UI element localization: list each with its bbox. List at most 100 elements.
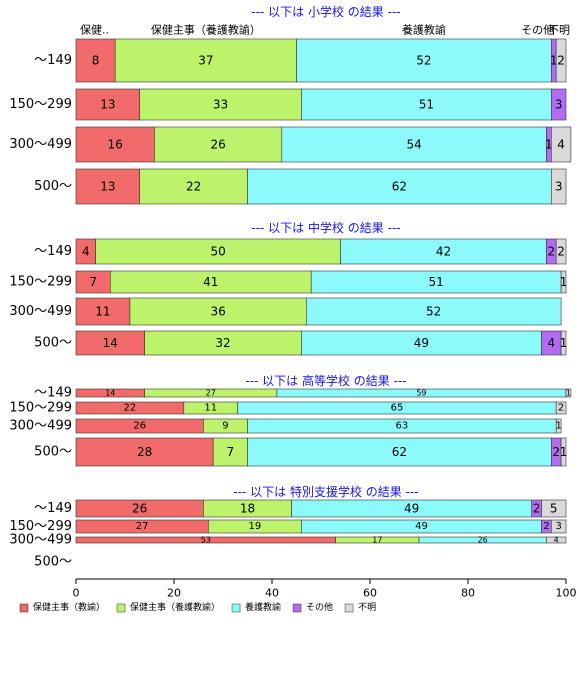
legend-swatch-2 (231, 603, 241, 613)
x-tick-label-1: 20 (167, 587, 181, 600)
data-label-1-0-4: 2 (557, 245, 565, 259)
data-label-3-1-3: 2 (543, 521, 549, 532)
data-label-3-1-1: 19 (248, 521, 261, 532)
category-label-3-2: 300〜499 (9, 533, 72, 548)
panel-title-2: --- 以下は 高等学校 の結果 --- (245, 373, 406, 388)
data-label-1-1-0: 7 (89, 275, 97, 289)
data-label-1-0-2: 42 (436, 245, 451, 259)
data-label-1-3-2: 49 (414, 336, 429, 350)
bar-segment-2-1-4 (555, 401, 567, 415)
bar-segment-3-2-4 (546, 536, 567, 544)
column-header-4: 不明 (548, 24, 570, 37)
category-label-3-0: 〜149 (34, 501, 72, 516)
bar-segment-0-1-3 (550, 88, 567, 121)
data-label-2-0-0: 14 (105, 389, 115, 398)
data-label-0-0-1: 37 (198, 54, 213, 68)
data-label-2-3-1: 7 (227, 445, 235, 459)
bar-segment-1-2-0 (75, 297, 131, 326)
data-label-0-1-0: 13 (100, 98, 115, 112)
bar-segment-0-3-4 (550, 168, 567, 205)
data-label-3-1-2: 49 (415, 521, 428, 532)
data-label-3-0-2: 49 (404, 502, 419, 516)
legend-swatch-3 (292, 603, 302, 613)
data-label-2-3-2: 62 (392, 445, 407, 459)
data-label-1-3-0: 14 (103, 336, 118, 350)
panel-title-0: --- 以下は 小学校 の結果 --- (251, 4, 400, 19)
column-header-1: 保健主事（養護教諭） (151, 23, 261, 37)
data-label-1-0-3: 2 (547, 245, 555, 259)
panel-title-1: --- 以下は 中学校 の結果 --- (251, 220, 400, 235)
x-tick-label-0: 0 (73, 587, 80, 600)
data-label-2-3-0: 28 (137, 445, 152, 459)
data-label-0-3-0: 13 (100, 180, 115, 194)
data-label-1-2-1: 36 (210, 305, 225, 319)
data-label-0-1-2: 51 (419, 98, 434, 112)
data-label-3-2-2: 26 (478, 536, 488, 545)
data-label-1-2-0: 11 (95, 305, 110, 319)
category-label-3-1: 150〜299 (9, 519, 72, 534)
bar-segment-1-2-2 (305, 297, 562, 326)
bar-segment-1-3-0 (75, 330, 145, 356)
category-label-2-3: 500〜 (34, 445, 72, 460)
bar-segment-2-3-4 (560, 437, 567, 467)
data-label-3-0-0: 26 (132, 502, 147, 516)
x-tick-label-3: 60 (363, 587, 377, 600)
data-label-3-0-3: 2 (533, 502, 541, 516)
bar-segment-2-3-1 (212, 437, 248, 467)
bar-segment-0-3-0 (75, 168, 141, 205)
bar-segment-3-1-4 (550, 519, 567, 534)
category-label-1-2: 300〜499 (9, 304, 72, 319)
column-header-3: その他 (521, 24, 554, 37)
bar-segment-1-0-1 (95, 238, 341, 265)
bar-segment-1-3-4 (560, 330, 567, 356)
data-label-2-0-2: 59 (416, 389, 426, 398)
data-label-1-3-3: 4 (547, 336, 555, 350)
bar-segment-0-1-1 (139, 88, 302, 121)
data-label-0-1-3: 3 (555, 98, 563, 112)
data-label-0-0-0: 8 (92, 54, 100, 68)
bar-segment-0-2-1 (154, 126, 283, 163)
bar-segment-1-3-1 (144, 330, 302, 356)
data-label-0-3-1: 22 (186, 180, 201, 194)
data-label-1-2-2: 52 (426, 305, 441, 319)
legend-swatch-1 (116, 603, 126, 613)
data-label-2-1-0: 22 (124, 403, 137, 414)
data-label-0-3-4: 3 (555, 180, 563, 194)
category-label-3-3: 500〜 (34, 555, 72, 570)
data-label-2-1-1: 11 (204, 403, 217, 414)
data-label-0-3-2: 62 (392, 180, 407, 194)
data-label-0-2-1: 26 (210, 138, 225, 152)
category-label-0-0: 〜149 (34, 53, 72, 68)
data-label-3-2-4: 4 (554, 536, 559, 545)
data-label-3-2-1: 17 (372, 536, 382, 545)
data-label-2-1-2: 65 (391, 403, 404, 414)
column-header-0: 保健.. (80, 23, 109, 37)
bar-segment-0-2-2 (281, 126, 547, 163)
data-label-1-1-4: 1 (560, 275, 568, 289)
data-label-0-2-2: 54 (406, 138, 421, 152)
x-tick-label-2: 40 (265, 587, 279, 600)
legend-label-3: その他 (306, 601, 333, 613)
data-label-0-1-1: 33 (213, 98, 228, 112)
category-label-0-3: 500〜 (34, 179, 72, 194)
legend-label-2: 養護教諭 (245, 601, 281, 613)
data-label-1-1-1: 41 (203, 275, 218, 289)
bar-segment-0-0-4 (555, 38, 567, 83)
bar-segment-0-3-2 (247, 168, 552, 205)
bar-segment-2-2-4 (555, 418, 562, 434)
data-label-0-0-2: 52 (416, 54, 431, 68)
bar-segment-1-2-1 (129, 297, 307, 326)
data-label-1-3-1: 32 (215, 336, 230, 350)
data-label-3-0-4: 5 (550, 502, 558, 516)
data-label-0-0-3: 1 (550, 54, 558, 68)
data-label-1-0-1: 50 (210, 245, 225, 259)
bar-segment-1-0-2 (340, 238, 547, 265)
data-label-2-0-1: 27 (206, 389, 216, 398)
data-label-3-1-0: 27 (136, 521, 149, 532)
bar-segment-3-0-4 (541, 499, 567, 518)
data-label-2-1-4: 2 (558, 403, 564, 414)
data-label-1-1-2: 51 (429, 275, 444, 289)
bar-segment-2-0-4 (565, 388, 572, 398)
data-label-2-2-4: 1 (555, 421, 561, 432)
